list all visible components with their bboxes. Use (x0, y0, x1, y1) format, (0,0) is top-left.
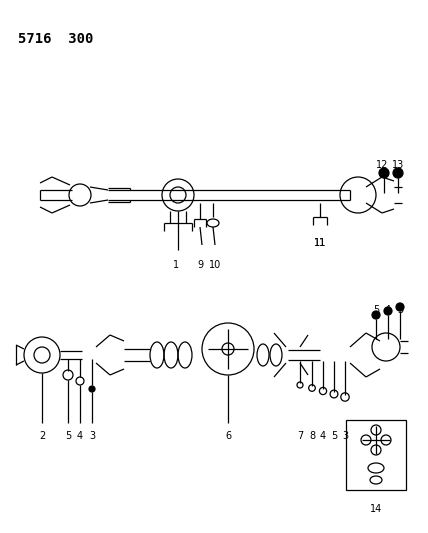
Text: 10: 10 (209, 260, 221, 270)
Text: 4: 4 (77, 431, 83, 441)
Text: 3: 3 (342, 431, 348, 441)
Text: 3: 3 (89, 431, 95, 441)
Text: 7: 7 (297, 431, 303, 441)
Text: 14: 14 (370, 504, 382, 514)
Text: 5: 5 (331, 431, 337, 441)
Text: 6: 6 (225, 431, 231, 441)
Text: 5716  300: 5716 300 (18, 32, 93, 46)
Text: 3: 3 (397, 305, 403, 315)
Text: 5: 5 (373, 305, 379, 315)
Circle shape (393, 168, 403, 178)
Text: 1: 1 (173, 260, 179, 270)
Text: 12: 12 (376, 160, 388, 170)
Text: 8: 8 (309, 431, 315, 441)
Circle shape (384, 307, 392, 315)
Text: 13: 13 (392, 160, 404, 170)
Text: 9: 9 (197, 260, 203, 270)
Circle shape (396, 303, 404, 311)
Text: 4: 4 (320, 431, 326, 441)
Text: 11: 11 (314, 238, 326, 248)
Circle shape (372, 311, 380, 319)
Text: 5: 5 (65, 431, 71, 441)
Text: 4: 4 (385, 305, 391, 315)
Bar (346, 420, 406, 490)
Circle shape (379, 168, 389, 178)
Text: 11: 11 (314, 238, 326, 248)
Text: 2: 2 (39, 431, 45, 441)
Circle shape (89, 386, 95, 392)
